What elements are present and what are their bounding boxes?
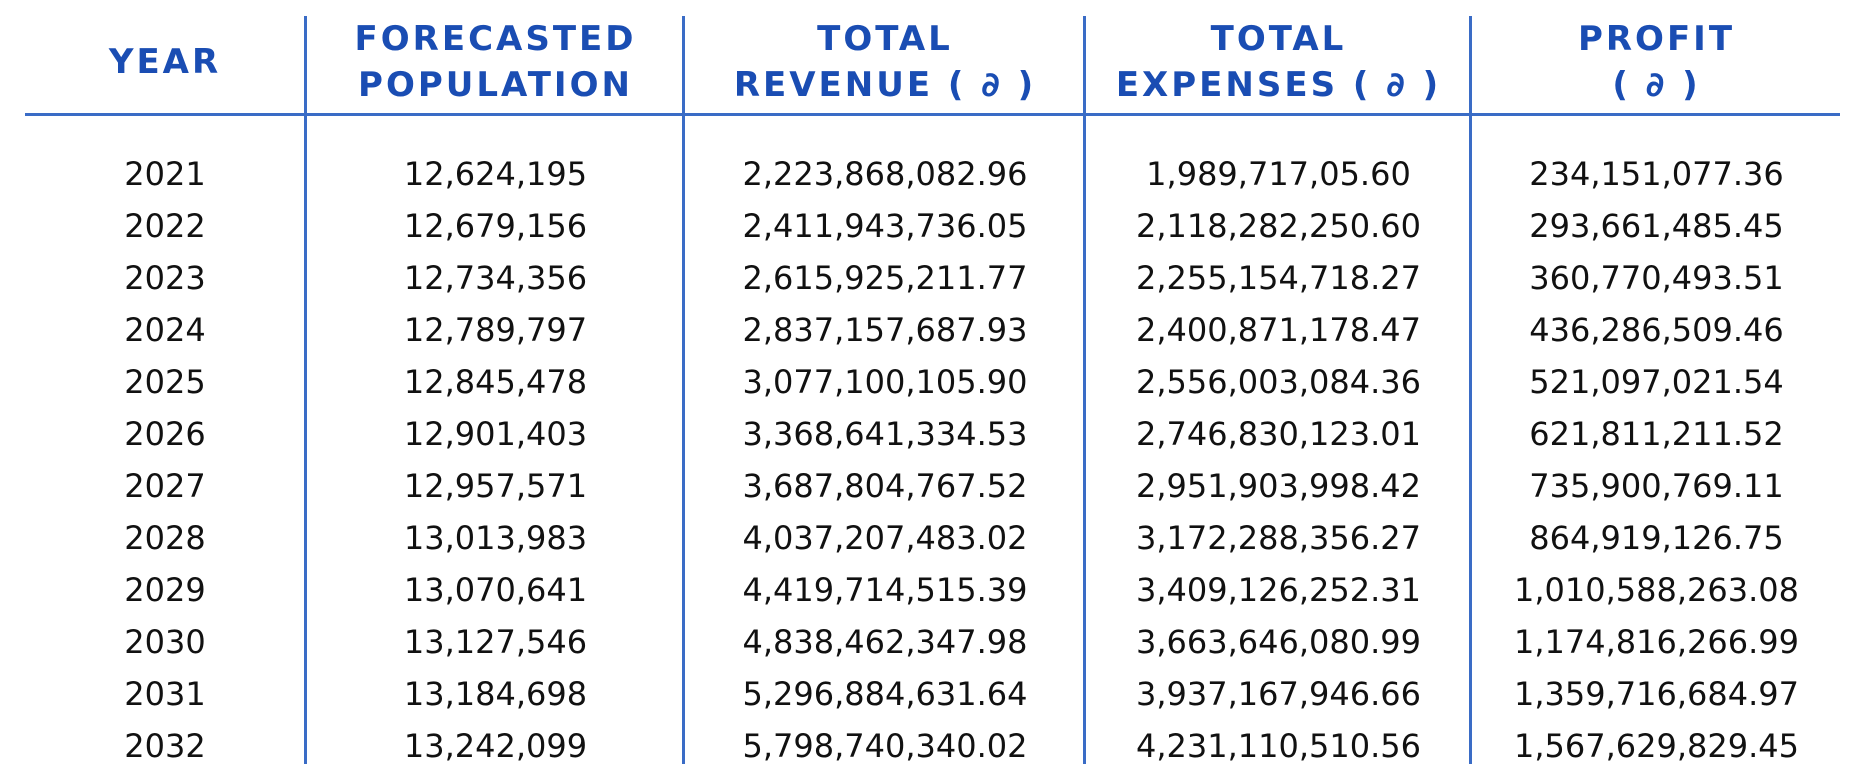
- header-revenue-line-2: REVENUE ( ∂ ): [733, 65, 1037, 105]
- cell-expenses: 2,951,903,998.42: [1136, 467, 1421, 505]
- cell-population: 13,184,698: [403, 675, 588, 713]
- cell-population: 12,957,571: [403, 467, 588, 505]
- cell-profit: 1,010,588,263.08: [1514, 571, 1799, 609]
- cell-profit: 864,919,126.75: [1529, 519, 1784, 557]
- cell-revenue: 2,411,943,736.05: [742, 207, 1028, 245]
- cell-population: 13,070,641: [403, 571, 588, 609]
- cell-revenue: 4,037,207,483.02: [742, 519, 1028, 557]
- header-profit: PROFIT ( ∂ ): [1473, 10, 1840, 114]
- cell-year: 2022: [124, 207, 206, 245]
- table-row: 2021 12,624,195 2,223,868,082.96 1,989,7…: [25, 148, 1840, 200]
- cell-revenue: 3,368,641,334.53: [742, 415, 1028, 453]
- cell-expenses: 4,231,110,510.56: [1136, 727, 1421, 765]
- cell-profit: 1,359,716,684.97: [1514, 675, 1799, 713]
- cell-year: 2025: [124, 363, 206, 401]
- header-profit-line-2: ( ∂ ): [1612, 65, 1701, 105]
- cell-population: 12,845,478: [403, 363, 588, 401]
- cell-year: 2031: [124, 675, 206, 713]
- header-expenses-line-2: EXPENSES ( ∂ ): [1115, 65, 1442, 105]
- cell-profit: 360,770,493.51: [1529, 259, 1784, 297]
- cell-year: 2023: [124, 259, 206, 297]
- table-row: 2032 13,242,099 5,798,740,340.02 4,231,1…: [25, 720, 1840, 772]
- header-profit-line-1: PROFIT: [1577, 19, 1736, 59]
- header-divider: [25, 113, 1840, 116]
- cell-population: 12,901,403: [403, 415, 588, 453]
- cell-revenue: 4,838,462,347.98: [742, 623, 1028, 661]
- header-population-line-1: FORECASTED: [354, 19, 637, 59]
- cell-population: 13,127,546: [403, 623, 588, 661]
- cell-revenue: 3,077,100,105.90: [742, 363, 1028, 401]
- cell-expenses: 2,118,282,250.60: [1136, 207, 1421, 245]
- table-row: 2029 13,070,641 4,419,714,515.39 3,409,1…: [25, 564, 1840, 616]
- header-forecasted-population: FORECASTED POPULATION: [308, 10, 683, 114]
- cell-year: 2028: [124, 519, 206, 557]
- cell-expenses: 2,400,871,178.47: [1136, 311, 1421, 349]
- column-divider-3: [1083, 16, 1086, 764]
- column-divider-2: [682, 16, 685, 764]
- cell-revenue: 5,798,740,340.02: [742, 727, 1028, 765]
- cell-expenses: 2,556,003,084.36: [1136, 363, 1421, 401]
- cell-revenue: 4,419,714,515.39: [742, 571, 1028, 609]
- cell-expenses: 2,746,830,123.01: [1136, 415, 1421, 453]
- cell-population: 12,734,356: [403, 259, 588, 297]
- table-row: 2031 13,184,698 5,296,884,631.64 3,937,1…: [25, 668, 1840, 720]
- table-row: 2024 12,789,797 2,837,157,687.93 2,400,8…: [25, 304, 1840, 356]
- cell-population: 12,679,156: [403, 207, 588, 245]
- cell-revenue: 2,837,157,687.93: [742, 311, 1028, 349]
- column-divider-4: [1469, 16, 1472, 764]
- cell-profit: 521,097,021.54: [1529, 363, 1784, 401]
- cell-expenses: 2,255,154,718.27: [1136, 259, 1421, 297]
- cell-population: 13,013,983: [403, 519, 588, 557]
- header-total-expenses: TOTAL EXPENSES ( ∂ ): [1087, 10, 1470, 114]
- cell-year: 2032: [124, 727, 206, 765]
- header-revenue-line-1: TOTAL: [817, 19, 953, 59]
- table-row: 2026 12,901,403 3,368,641,334.53 2,746,8…: [25, 408, 1840, 460]
- table-row: 2023 12,734,356 2,615,925,211.77 2,255,1…: [25, 252, 1840, 304]
- header-year: YEAR: [25, 10, 305, 114]
- cell-year: 2030: [124, 623, 206, 661]
- cell-expenses: 3,663,646,080.99: [1136, 623, 1421, 661]
- cell-profit: 621,811,211.52: [1529, 415, 1784, 453]
- cell-profit: 293,661,485.45: [1529, 207, 1784, 245]
- cell-expenses: 3,409,126,252.31: [1136, 571, 1421, 609]
- cell-year: 2027: [124, 467, 206, 505]
- cell-revenue: 2,615,925,211.77: [742, 259, 1028, 297]
- cell-year: 2021: [124, 155, 206, 193]
- cell-year: 2024: [124, 311, 206, 349]
- cell-revenue: 5,296,884,631.64: [742, 675, 1028, 713]
- cell-expenses: 3,172,288,356.27: [1136, 519, 1421, 557]
- cell-population: 12,789,797: [403, 311, 588, 349]
- cell-year: 2026: [124, 415, 206, 453]
- table-row: 2030 13,127,546 4,838,462,347.98 3,663,6…: [25, 616, 1840, 668]
- cell-revenue: 3,687,804,767.52: [742, 467, 1028, 505]
- table-row: 2025 12,845,478 3,077,100,105.90 2,556,0…: [25, 356, 1840, 408]
- cell-year: 2029: [124, 571, 206, 609]
- header-total-revenue: TOTAL REVENUE ( ∂ ): [686, 10, 1084, 114]
- table-row: 2027 12,957,571 3,687,804,767.52 2,951,9…: [25, 460, 1840, 512]
- table-row: 2028 13,013,983 4,037,207,483.02 3,172,2…: [25, 512, 1840, 564]
- table-header: YEAR FORECASTED POPULATION TOTAL REVENUE…: [25, 10, 1840, 114]
- header-year-line-1: YEAR: [108, 42, 222, 82]
- cell-population: 13,242,099: [403, 727, 588, 765]
- header-population-line-2: POPULATION: [358, 65, 633, 105]
- cell-profit: 735,900,769.11: [1529, 467, 1784, 505]
- header-expenses-line-1: TOTAL: [1210, 19, 1347, 59]
- cell-profit: 436,286,509.46: [1529, 311, 1784, 349]
- table-row: 2022 12,679,156 2,411,943,736.05 2,118,2…: [25, 200, 1840, 252]
- column-divider-1: [304, 16, 307, 764]
- cell-expenses: 3,937,167,946.66: [1136, 675, 1421, 713]
- cell-population: 12,624,195: [403, 155, 588, 193]
- cell-profit: 1,174,816,266.99: [1514, 623, 1799, 661]
- cell-profit: 1,567,629,829.45: [1514, 727, 1799, 765]
- table-body: 2021 12,624,195 2,223,868,082.96 1,989,7…: [25, 148, 1840, 772]
- cell-profit: 234,151,077.36: [1529, 155, 1784, 193]
- cell-expenses: 1,989,717,05.60: [1146, 155, 1411, 193]
- cell-revenue: 2,223,868,082.96: [742, 155, 1028, 193]
